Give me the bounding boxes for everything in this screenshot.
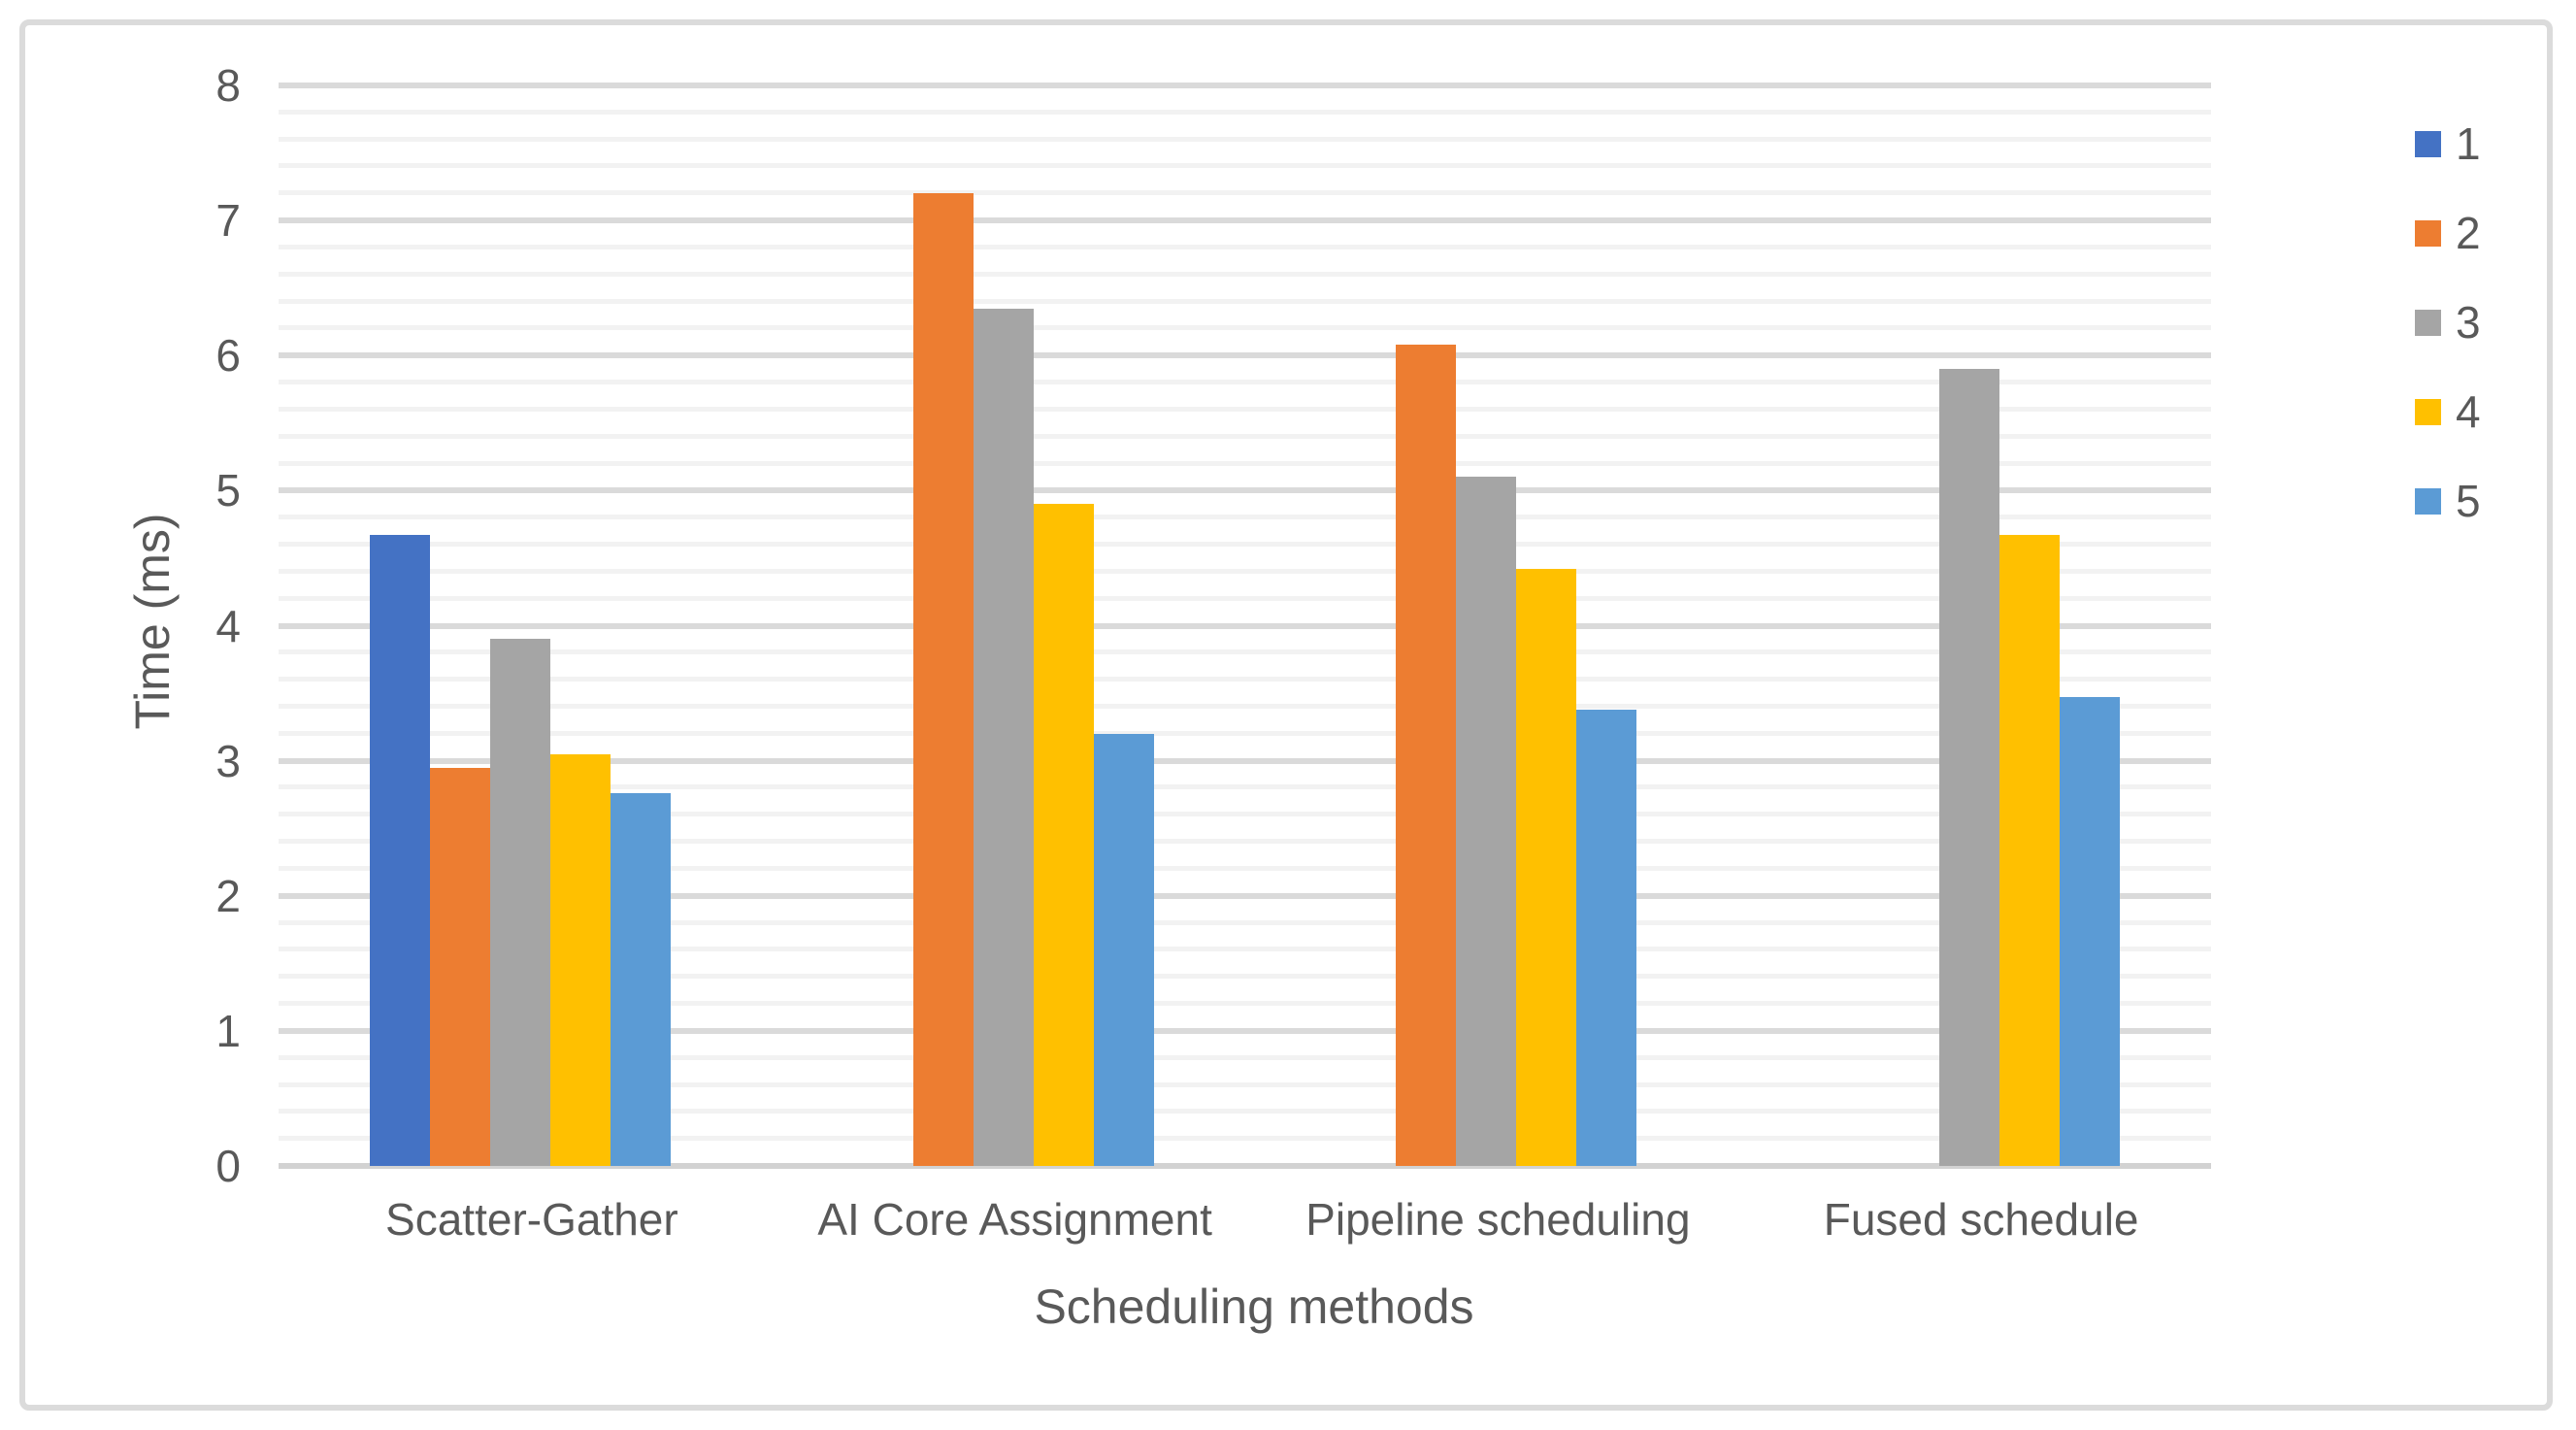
minor-gridline xyxy=(279,812,2211,817)
major-gridline xyxy=(279,892,2211,899)
minor-gridline xyxy=(279,1054,2211,1060)
y-tick-label: 7 xyxy=(215,195,241,247)
legend-swatch xyxy=(2415,220,2441,247)
legend-swatch xyxy=(2415,399,2441,425)
bar-series-5 xyxy=(1576,709,1637,1166)
minor-gridline xyxy=(279,784,2211,790)
minor-gridline xyxy=(279,460,2211,466)
major-gridline xyxy=(279,487,2211,494)
bar-series-2 xyxy=(1396,345,1457,1166)
legend-series-label: 3 xyxy=(2456,297,2481,348)
minor-gridline xyxy=(279,649,2211,655)
chart-border xyxy=(19,19,2553,1411)
bar-series-4 xyxy=(1999,535,2061,1166)
y-tick-label: 0 xyxy=(215,1141,241,1191)
minor-gridline xyxy=(279,136,2211,142)
y-tick-label: 1 xyxy=(215,1005,241,1056)
y-tick-label: 6 xyxy=(215,330,241,382)
minor-gridline xyxy=(279,568,2211,574)
bar-series-4 xyxy=(1033,504,1094,1166)
legend-swatch xyxy=(2415,310,2441,336)
minor-gridline xyxy=(279,244,2211,249)
bar-series-3 xyxy=(973,308,1034,1166)
legend-series-label: 1 xyxy=(2456,118,2481,169)
bar-series-2 xyxy=(912,193,974,1166)
minor-gridline xyxy=(279,271,2211,277)
x-axis-line xyxy=(279,1163,2211,1169)
minor-gridline xyxy=(279,974,2211,980)
minor-gridline xyxy=(279,433,2211,439)
minor-gridline xyxy=(279,1001,2211,1007)
bar-series-4 xyxy=(549,753,611,1166)
minor-gridline xyxy=(279,947,2211,952)
minor-gridline xyxy=(279,325,2211,331)
bar-series-3 xyxy=(489,639,550,1166)
minor-gridline xyxy=(279,595,2211,601)
category-label: Pipeline scheduling xyxy=(1305,1194,1691,1245)
category-label: Scatter-Gather xyxy=(385,1194,678,1245)
minor-gridline xyxy=(279,865,2211,871)
bar-series-1 xyxy=(369,535,430,1166)
major-gridline xyxy=(279,622,2211,629)
bar-series-3 xyxy=(1456,477,1517,1166)
major-gridline xyxy=(279,1027,2211,1034)
minor-gridline xyxy=(279,1109,2211,1114)
bar-series-2 xyxy=(429,767,490,1166)
y-tick-label: 8 xyxy=(215,60,241,111)
legend-swatch xyxy=(2415,131,2441,157)
minor-gridline xyxy=(279,298,2211,304)
category-label: Fused schedule xyxy=(1823,1194,2139,1245)
minor-gridline xyxy=(279,406,2211,412)
y-tick-label: 2 xyxy=(215,870,241,921)
bar-series-5 xyxy=(1093,733,1154,1166)
major-gridline xyxy=(279,757,2211,764)
legend-series-label: 5 xyxy=(2456,476,2481,526)
minor-gridline xyxy=(279,839,2211,845)
legend-swatch xyxy=(2415,488,2441,515)
bar-series-5 xyxy=(610,793,671,1166)
y-tick-label: 3 xyxy=(215,735,241,786)
legend-series-label: 2 xyxy=(2456,208,2481,258)
legend-series-label: 4 xyxy=(2456,386,2481,437)
plot-area xyxy=(279,83,2211,1169)
minor-gridline xyxy=(279,703,2211,709)
major-gridline xyxy=(279,83,2211,88)
minor-gridline xyxy=(279,919,2211,925)
bar-series-5 xyxy=(2060,697,2121,1166)
category-label: AI Core Assignment xyxy=(817,1194,1212,1245)
bar-series-3 xyxy=(1939,369,2000,1166)
minor-gridline xyxy=(279,1136,2211,1142)
minor-gridline xyxy=(279,677,2211,682)
minor-gridline xyxy=(279,1081,2211,1087)
x-axis-title: Scheduling methods xyxy=(1034,1280,1474,1334)
bar-series-4 xyxy=(1516,569,1577,1166)
major-gridline xyxy=(279,217,2211,224)
minor-gridline xyxy=(279,380,2211,385)
minor-gridline xyxy=(279,730,2211,736)
minor-gridline xyxy=(279,542,2211,548)
y-axis-title: Time (ms) xyxy=(125,513,180,730)
minor-gridline xyxy=(279,109,2211,115)
y-tick-label: 4 xyxy=(215,600,241,651)
major-gridline xyxy=(279,352,2211,359)
minor-gridline xyxy=(279,515,2211,520)
minor-gridline xyxy=(279,190,2211,196)
y-tick-label: 5 xyxy=(215,465,241,516)
minor-gridline xyxy=(279,163,2211,169)
